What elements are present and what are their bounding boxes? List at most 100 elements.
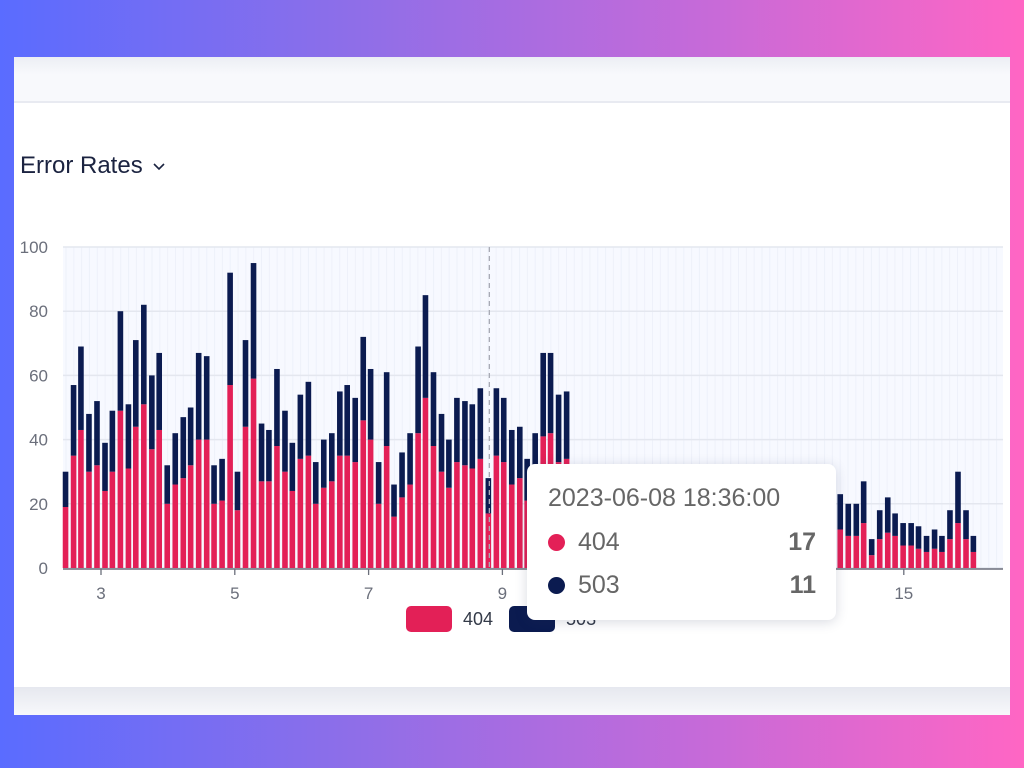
bar-503[interactable]	[141, 304, 147, 405]
bar-503[interactable]	[156, 352, 163, 430]
bar-404[interactable]	[266, 481, 272, 568]
bar-503[interactable]	[493, 388, 500, 456]
bar-404[interactable]	[884, 532, 891, 568]
bar-503[interactable]	[947, 510, 953, 540]
bar-404[interactable]	[375, 503, 382, 568]
bar-404[interactable]	[963, 539, 969, 568]
bar-503[interactable]	[540, 352, 547, 437]
bar-503[interactable]	[227, 272, 233, 386]
bar-404[interactable]	[219, 500, 225, 568]
bar-503[interactable]	[117, 311, 124, 411]
bar-404[interactable]	[156, 429, 163, 568]
bar-404[interactable]	[250, 378, 257, 568]
bar-404[interactable]	[908, 545, 914, 568]
bar-503[interactable]	[367, 368, 374, 440]
bar-503[interactable]	[516, 426, 523, 479]
bar-503[interactable]	[102, 442, 108, 491]
bar-404[interactable]	[329, 481, 335, 568]
bar-503[interactable]	[563, 391, 570, 459]
bar-503[interactable]	[860, 481, 867, 524]
bar-503[interactable]	[547, 352, 554, 434]
bar-404[interactable]	[344, 455, 350, 568]
bar-404[interactable]	[149, 449, 155, 568]
bar-404[interactable]	[493, 455, 500, 568]
bar-404[interactable]	[454, 462, 460, 568]
bar-503[interactable]	[337, 391, 343, 456]
bar-503[interactable]	[884, 497, 891, 533]
bar-404[interactable]	[117, 410, 124, 568]
bar-404[interactable]	[227, 385, 233, 568]
bar-503[interactable]	[853, 503, 860, 536]
bar-503[interactable]	[62, 471, 69, 508]
bar-503[interactable]	[970, 535, 977, 552]
bar-404[interactable]	[931, 548, 938, 568]
bar-503[interactable]	[415, 346, 421, 434]
bar-404[interactable]	[900, 545, 906, 568]
bar-503[interactable]	[172, 433, 179, 485]
bar-404[interactable]	[367, 439, 374, 568]
bar-503[interactable]	[352, 397, 359, 463]
bar-404[interactable]	[876, 539, 883, 568]
bar-404[interactable]	[62, 507, 69, 568]
bar-503[interactable]	[462, 401, 468, 466]
bar-503[interactable]	[469, 404, 476, 469]
bar-404[interactable]	[407, 484, 413, 568]
bar-404[interactable]	[391, 516, 397, 568]
bar-404[interactable]	[892, 535, 898, 568]
bar-404[interactable]	[516, 478, 523, 568]
bar-404[interactable]	[109, 471, 116, 568]
bar-503[interactable]	[203, 356, 210, 440]
bar-503[interactable]	[900, 523, 906, 546]
bar-503[interactable]	[454, 397, 460, 463]
bar-404[interactable]	[947, 539, 953, 568]
bar-404[interactable]	[970, 551, 977, 568]
bar-503[interactable]	[931, 529, 938, 549]
bar-503[interactable]	[955, 471, 961, 524]
bar-404[interactable]	[477, 458, 484, 568]
bar-503[interactable]	[329, 433, 335, 482]
bar-503[interactable]	[125, 404, 132, 469]
bar-404[interactable]	[234, 510, 241, 568]
bar-503[interactable]	[94, 401, 100, 466]
bar-404[interactable]	[860, 523, 867, 568]
bar-503[interactable]	[383, 372, 390, 447]
bar-503[interactable]	[399, 452, 405, 498]
bar-503[interactable]	[892, 513, 898, 536]
bar-503[interactable]	[868, 539, 875, 556]
bar-503[interactable]	[915, 526, 922, 549]
chart-title-dropdown[interactable]: Error Rates	[20, 152, 167, 180]
bar-503[interactable]	[312, 462, 319, 504]
bar-404[interactable]	[337, 455, 343, 568]
bar-404[interactable]	[399, 497, 405, 568]
bar-503[interactable]	[297, 394, 304, 459]
bar-503[interactable]	[555, 394, 562, 463]
bar-503[interactable]	[305, 381, 312, 456]
bar-404[interactable]	[180, 478, 187, 568]
bar-503[interactable]	[164, 465, 171, 504]
bar-503[interactable]	[446, 439, 452, 488]
bar-503[interactable]	[876, 510, 883, 540]
bar-404[interactable]	[172, 484, 179, 568]
bar-404[interactable]	[187, 465, 194, 568]
bar-404[interactable]	[203, 439, 210, 568]
bar-503[interactable]	[234, 471, 241, 511]
bar-503[interactable]	[908, 523, 914, 546]
bar-503[interactable]	[407, 433, 413, 485]
bar-503[interactable]	[837, 494, 844, 530]
bar-404[interactable]	[297, 458, 304, 568]
bar-503[interactable]	[149, 375, 155, 450]
bar-404[interactable]	[86, 471, 92, 568]
bar-404[interactable]	[94, 465, 100, 568]
bar-503[interactable]	[266, 429, 272, 482]
bar-404[interactable]	[845, 535, 852, 568]
bar-503[interactable]	[250, 263, 257, 379]
bar-503[interactable]	[532, 433, 538, 482]
bar-503[interactable]	[109, 410, 116, 472]
bar-404[interactable]	[462, 465, 468, 568]
bar-503[interactable]	[86, 413, 92, 472]
bar-404[interactable]	[282, 471, 288, 568]
bar-503[interactable]	[219, 458, 225, 501]
bar-404[interactable]	[915, 548, 922, 568]
bar-503[interactable]	[180, 417, 187, 479]
